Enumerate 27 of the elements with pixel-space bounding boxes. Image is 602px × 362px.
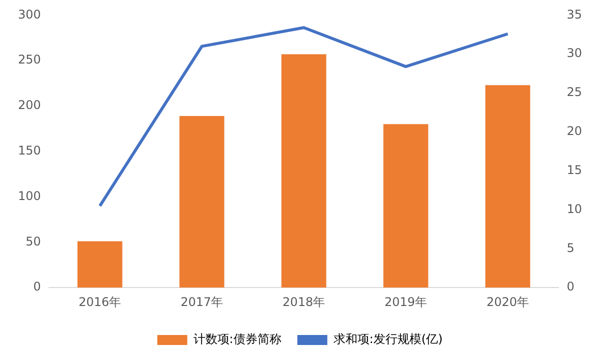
y-tick-label: 150	[18, 144, 41, 158]
y2-tick-label: 10	[566, 202, 582, 216]
y-tick-label: 200	[18, 98, 41, 112]
bar	[281, 54, 326, 288]
legend-label: 求和项:发行规模(亿)	[333, 332, 443, 346]
y2-tick-label: 30	[566, 46, 582, 60]
y-tick-label: 100	[18, 188, 41, 203]
y2-tick-label: 20	[566, 124, 582, 138]
y-tick-label: 250	[18, 52, 41, 67]
y-tick-label: 0	[33, 280, 41, 294]
y2-tick-label: 25	[566, 85, 582, 100]
y-tick-label: 300	[18, 7, 41, 22]
bar	[485, 85, 530, 288]
bar	[77, 241, 122, 288]
y2-tick-label: 35	[566, 7, 582, 22]
x-tick-label: 2020年	[486, 294, 530, 309]
y-tick-label: 50	[26, 234, 41, 248]
y2-tick-label: 0	[566, 280, 574, 294]
x-tick-label: 2017年	[180, 294, 224, 309]
x-tick-label: 2019年	[384, 294, 428, 309]
legend-label: 计数项:债券简称	[193, 332, 282, 346]
bar	[179, 116, 224, 288]
y2-tick-label: 5	[566, 240, 574, 255]
x-tick-label: 2018年	[282, 294, 326, 309]
bar	[383, 124, 428, 288]
x-tick-label: 2016年	[78, 294, 122, 309]
y2-tick-label: 15	[566, 162, 582, 177]
